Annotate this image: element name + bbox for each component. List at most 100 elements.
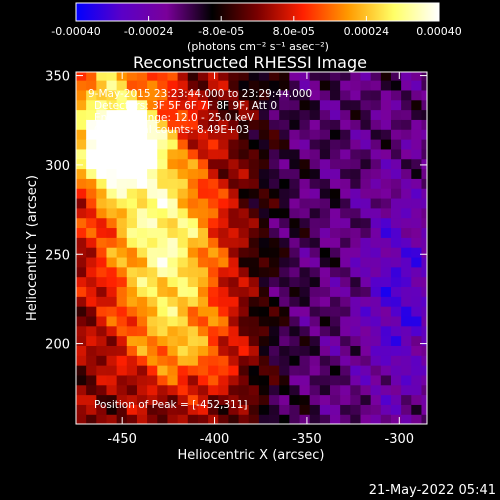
heatmap-cell [269, 355, 280, 366]
heatmap-cell [248, 188, 260, 199]
heatmap-cell [319, 139, 331, 150]
heatmap-cell [380, 256, 392, 268]
heatmap-cell [350, 72, 362, 81]
heatmap-cell [228, 109, 240, 120]
heatmap-cell [218, 80, 230, 91]
heatmap-cell [136, 404, 148, 415]
heatmap-cell [126, 89, 138, 101]
heatmap-cell [309, 335, 321, 346]
heatmap-cell [147, 355, 158, 366]
heatmap-cell [411, 384, 423, 396]
heatmap-cell [319, 266, 331, 278]
heatmap-cell [390, 197, 402, 209]
x-axis: -450 -400 -350 -300 [107, 72, 414, 447]
heatmap-cell [330, 129, 341, 140]
heatmap-cell [167, 266, 179, 278]
heatmap-cell [248, 315, 260, 327]
heatmap-cell [228, 306, 240, 317]
heatmap-cell [208, 404, 219, 415]
y-tick-label: 350 [45, 70, 70, 85]
heatmap-cell [197, 72, 209, 81]
heatmap-cell [177, 266, 189, 278]
heatmap-cell [76, 306, 87, 317]
heatmap-cell [228, 129, 240, 140]
heatmap-cell [116, 80, 128, 91]
colorbar-tick-label: -0.00024 [124, 25, 173, 38]
annotation-peak-position: Position of Peak = [-452,311] [94, 399, 248, 411]
heatmap-cell [390, 374, 402, 386]
heatmap-cell [248, 168, 260, 179]
heatmap-cell [167, 72, 179, 81]
heatmap-cell [157, 109, 169, 120]
heatmap-cell [299, 286, 311, 297]
heatmap-cell [370, 266, 382, 278]
heatmap-cell [116, 325, 128, 337]
heatmap-cell [370, 99, 382, 111]
heatmap-cell [350, 188, 362, 199]
heatmap-cell [157, 365, 169, 376]
heatmap-cell [390, 207, 402, 219]
heatmap-cell [421, 414, 427, 424]
heatmap-cell [238, 168, 250, 179]
heatmap-cell [401, 374, 412, 386]
heatmap-cell [208, 99, 219, 111]
heatmap-cell [96, 306, 108, 317]
heatmap-cell [116, 345, 128, 356]
heatmap-cell [370, 247, 382, 258]
heatmap-cell [76, 394, 87, 405]
heatmap-cell [177, 374, 189, 386]
annotation-detectors: Detectors: 3F 5F 6F 7F 8F 9F, Att 0 [94, 100, 277, 112]
heatmap-cell [411, 325, 423, 337]
heatmap-cell [258, 197, 270, 209]
heatmap-cell [289, 129, 301, 140]
heatmap-cell [401, 237, 412, 248]
heatmap-cell [248, 72, 260, 81]
heatmap-cell [258, 80, 270, 91]
heatmap-cell [197, 384, 209, 396]
heatmap-cell [177, 247, 189, 258]
heatmap-cell [411, 158, 423, 170]
heatmap-cell [380, 384, 392, 396]
heatmap-cell [136, 158, 148, 170]
heatmap-cell [106, 207, 118, 219]
heatmap-cell [136, 72, 148, 81]
heatmap-cell [157, 404, 169, 415]
heatmap-cell [238, 345, 250, 356]
y-axis-label: Heliocentric Y (arcsec) [25, 175, 40, 321]
heatmap-cell [147, 178, 158, 189]
heatmap-cell [167, 404, 179, 415]
heatmap-cell [401, 207, 412, 219]
heatmap-cell [411, 404, 423, 415]
heatmap-cell [167, 365, 179, 376]
heatmap-cell [421, 296, 427, 307]
heatmap-cell [309, 266, 321, 278]
heatmap-cell [248, 227, 260, 238]
heatmap-cell [157, 119, 169, 130]
heatmap-cell [76, 325, 87, 337]
heatmap-cell [330, 365, 341, 376]
heatmap-cell [258, 89, 270, 101]
heatmap-cell [177, 404, 189, 415]
heatmap-cell [380, 247, 392, 258]
heatmap-cell [319, 256, 331, 268]
heatmap-cell [86, 109, 97, 120]
heatmap-cell [299, 355, 311, 366]
heatmap-cell [340, 266, 351, 278]
heatmap-cell [269, 80, 280, 91]
heatmap-cell [390, 158, 402, 170]
heatmap-cell [238, 197, 250, 209]
heatmap-cell [319, 394, 331, 405]
heatmap-cell [177, 188, 189, 199]
heatmap-cell [238, 247, 250, 258]
heatmap-cell [197, 345, 209, 356]
heatmap-cell [380, 374, 392, 386]
heatmap-cell [330, 119, 341, 130]
heatmap-cell [116, 227, 128, 238]
heatmap-cell [248, 256, 260, 268]
heatmap-cell [340, 414, 351, 424]
heatmap-cell [147, 384, 158, 396]
heatmap-cell [126, 286, 138, 297]
y-tick-label: 300 [45, 159, 70, 174]
heatmap-cell [421, 217, 427, 229]
heatmap-cell [340, 355, 351, 366]
